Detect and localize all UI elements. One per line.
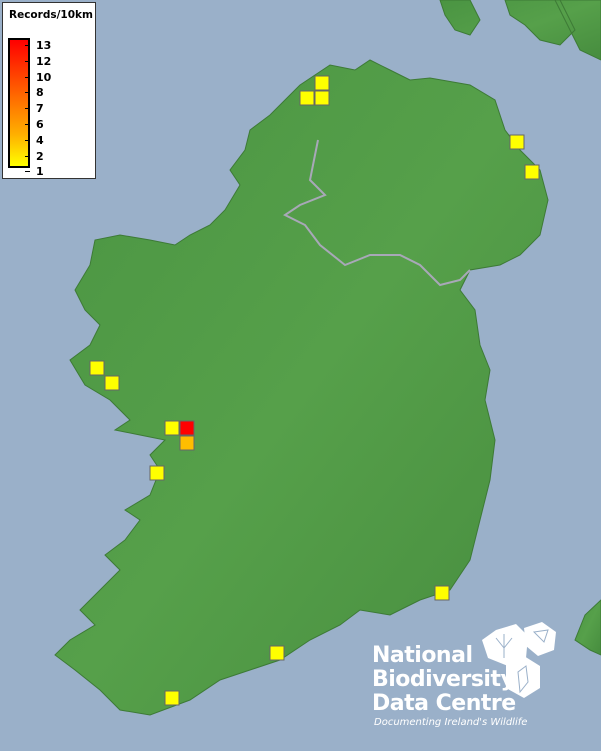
northern-ireland-border — [283, 139, 471, 287]
ireland-landmass — [54, 59, 549, 716]
legend-label: 8 — [36, 86, 44, 100]
legend-tick — [25, 76, 30, 78]
legend-label: 4 — [36, 133, 44, 147]
legend-title: Records/10km — [9, 9, 93, 21]
legend-tick — [25, 124, 30, 125]
record-square[interactable] — [314, 90, 330, 106]
logo-line-1: National — [372, 643, 473, 668]
record-square[interactable] — [164, 690, 180, 706]
logo-hexagons-icon — [482, 622, 556, 698]
legend-label: 7 — [36, 102, 44, 116]
legend-label: 12 — [36, 54, 52, 68]
legend-label: 1 — [36, 165, 44, 179]
legend-tick — [25, 171, 30, 173]
logo-line-2: Biodiversity — [372, 667, 515, 692]
scotland-landmass — [439, 0, 601, 61]
legend-tick — [25, 45, 30, 46]
record-square[interactable] — [509, 134, 525, 150]
record-square[interactable] — [269, 645, 285, 661]
record-square[interactable] — [524, 164, 540, 180]
record-square[interactable] — [104, 375, 120, 391]
legend: Records/10km 13 12 10 8 7 6 4 2 1 — [2, 2, 96, 179]
logo-tagline: Documenting Ireland's Wildlife — [374, 717, 528, 728]
legend-tick — [25, 92, 30, 94]
legend-label: 13 — [36, 39, 52, 52]
legend-label: 6 — [36, 118, 44, 131]
legend-tick — [25, 108, 30, 110]
record-square[interactable] — [179, 420, 195, 436]
legend-color-ramp — [8, 38, 30, 168]
record-square[interactable] — [314, 75, 330, 91]
record-square[interactable] — [149, 465, 165, 481]
record-square[interactable] — [434, 585, 450, 601]
record-square[interactable] — [164, 420, 180, 436]
legend-tick — [25, 155, 30, 157]
record-square[interactable] — [179, 435, 195, 451]
wales-landmass — [574, 599, 601, 656]
legend-tick — [25, 139, 30, 141]
legend-tick — [25, 60, 30, 62]
records-layer — [89, 75, 540, 706]
logo-line-3: Data Centre — [372, 691, 516, 716]
record-square[interactable] — [89, 360, 105, 376]
logo-wordmark: National Biodiversity Data Centre — [372, 644, 516, 716]
legend-label: 10 — [36, 70, 52, 84]
record-square[interactable] — [299, 90, 315, 106]
legend-label: 2 — [36, 149, 44, 163]
